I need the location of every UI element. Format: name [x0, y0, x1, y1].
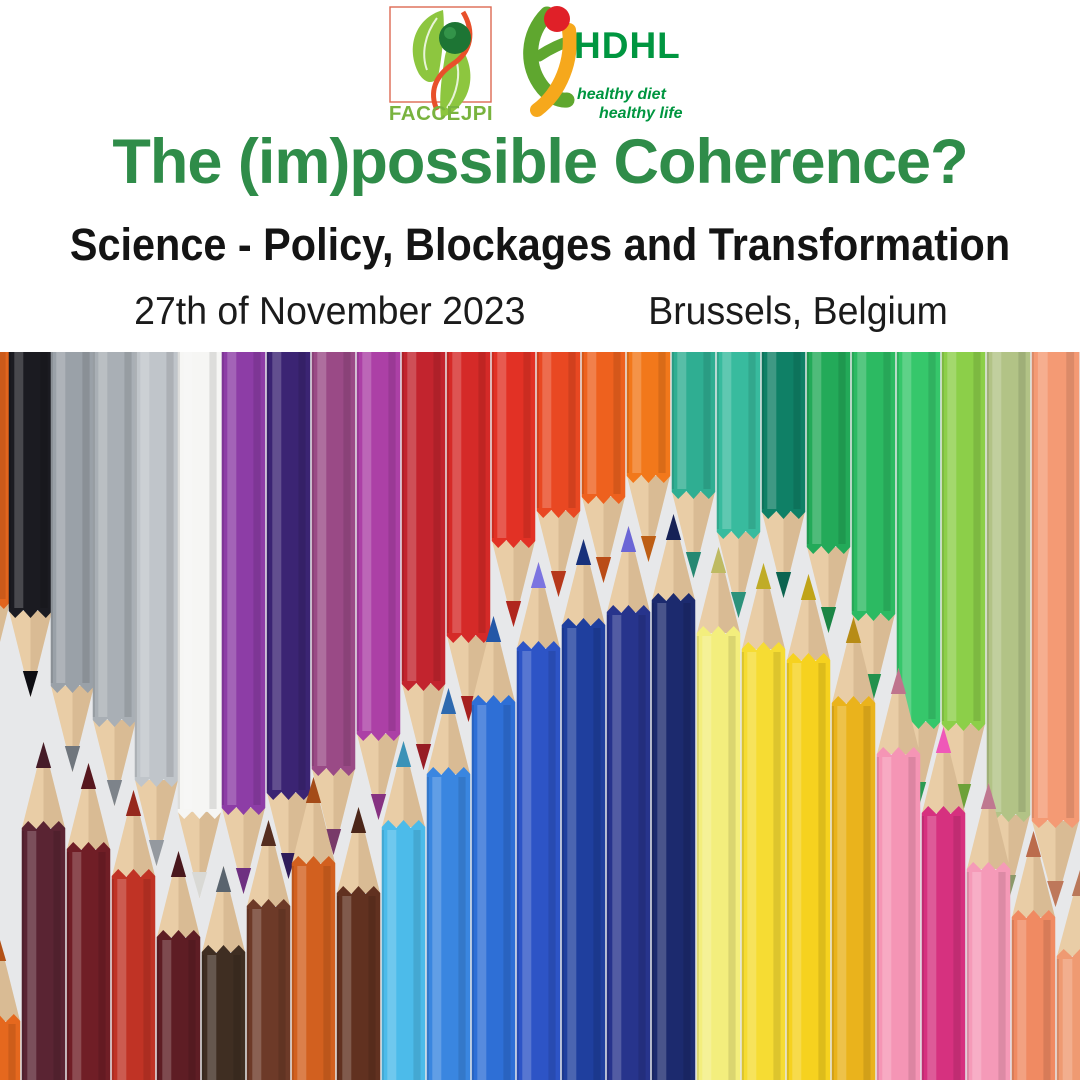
logo-row: FACCEJPI HDHL healthy diet healthy life: [0, 4, 1080, 132]
hdhl-slogan-line1: healthy diet: [577, 86, 667, 103]
figure-orange-curve: [530, 23, 577, 117]
hdhl-label: HDHL: [574, 25, 681, 66]
globe-highlight: [444, 27, 456, 39]
figure-head-dot: [544, 6, 570, 32]
poster-subtitle-text: Science - Policy, Blockages and Transfor…: [69, 219, 1011, 270]
hdhl-slogan-line2: healthy life: [599, 105, 683, 122]
hdhl-logo-icon: HDHL healthy diet healthy life: [523, 6, 683, 122]
leaf-icon: [412, 10, 444, 83]
leaf-vein: [423, 17, 438, 71]
globe-icon: [439, 22, 471, 54]
event-meta-row: 27th of November 2023 Brussels, Belgium: [0, 290, 1080, 334]
pencil-photo: [0, 352, 1080, 1080]
poster-title: The (im)possible Coherence?: [112, 127, 968, 197]
leaf-icon: [440, 45, 471, 118]
event-location: Brussels, Belgium: [647, 290, 948, 333]
event-date: 27th of November 2023: [134, 290, 526, 333]
faccejpi-label: FACCEJPI: [389, 102, 493, 125]
poster-subtitle: Science - Policy, Blockages and Transfor…: [0, 219, 1080, 271]
faccejpi-logo-icon: FACCEJPI: [389, 6, 493, 125]
pencil-photo-container: [0, 352, 1080, 1080]
ribbon-icon: [431, 10, 473, 112]
figure-green-curve: [523, 6, 575, 108]
